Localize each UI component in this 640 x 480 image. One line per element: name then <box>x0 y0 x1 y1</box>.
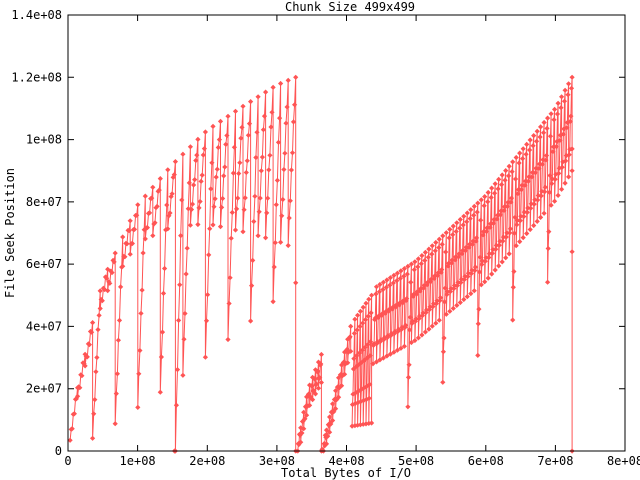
y-tick-label: 1.2e+08 <box>11 70 62 84</box>
x-tick-label: 8e+08 <box>607 454 640 468</box>
y-tick-label: 1e+08 <box>26 133 62 147</box>
chart-title: Chunk Size 499x499 <box>285 0 415 14</box>
y-tick-label: 4e+07 <box>26 319 62 333</box>
x-tick-label: 1e+08 <box>120 454 156 468</box>
y-tick-label: 0 <box>55 444 62 458</box>
y-tick-label: 8e+07 <box>26 195 62 209</box>
axis-tick-marks <box>67 14 626 452</box>
x-tick-label: 0 <box>64 454 71 468</box>
data-series-markers <box>67 74 575 454</box>
y-tick-label: 1.4e+08 <box>11 8 62 22</box>
x-tick-label: 5e+08 <box>398 454 434 468</box>
x-tick-label: 7e+08 <box>537 454 573 468</box>
x-axis-title: Total Bytes of I/O <box>281 466 411 480</box>
x-tick-label: 4e+08 <box>328 454 364 468</box>
x-tick-label: 2e+08 <box>189 454 225 468</box>
x-tick-label: 3e+08 <box>259 454 295 468</box>
y-tick-label: 2e+07 <box>26 382 62 396</box>
x-tick-label: 6e+08 <box>468 454 504 468</box>
y-tick-label: 6e+07 <box>26 257 62 271</box>
y-axis-title: File Seek Position <box>3 168 17 298</box>
